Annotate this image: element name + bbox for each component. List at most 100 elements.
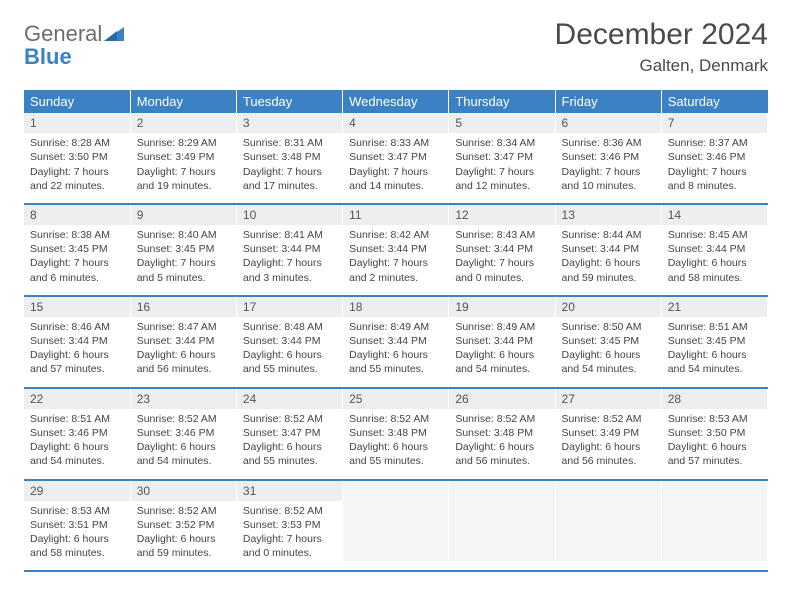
day-number: 14 <box>662 205 767 225</box>
daylight-text: Daylight: 6 hours and 58 minutes. <box>668 256 761 284</box>
sunset-text: Sunset: 3:50 PM <box>30 150 124 164</box>
sunset-text: Sunset: 3:49 PM <box>562 426 655 440</box>
daylight-text: Daylight: 7 hours and 0 minutes. <box>455 256 548 284</box>
day-content: Sunrise: 8:34 AMSunset: 3:47 PMDaylight:… <box>449 133 554 203</box>
calendar-header-row: SundayMondayTuesdayWednesdayThursdayFrid… <box>24 90 768 113</box>
sunrise-text: Sunrise: 8:52 AM <box>137 504 230 518</box>
daylight-text: Daylight: 7 hours and 3 minutes. <box>243 256 336 284</box>
sunset-text: Sunset: 3:53 PM <box>243 518 336 532</box>
day-content: Sunrise: 8:40 AMSunset: 3:45 PMDaylight:… <box>131 225 236 295</box>
calendar-cell: 6Sunrise: 8:36 AMSunset: 3:46 PMDaylight… <box>555 113 661 204</box>
day-content: Sunrise: 8:36 AMSunset: 3:46 PMDaylight:… <box>556 133 661 203</box>
day-number: 21 <box>662 297 767 317</box>
daylight-text: Daylight: 6 hours and 54 minutes. <box>562 348 655 376</box>
calendar-cell: 15Sunrise: 8:46 AMSunset: 3:44 PMDayligh… <box>24 296 130 388</box>
calendar-cell <box>449 480 555 572</box>
weekday-header: Sunday <box>24 90 130 113</box>
calendar-cell: 17Sunrise: 8:48 AMSunset: 3:44 PMDayligh… <box>236 296 342 388</box>
calendar-cell: 20Sunrise: 8:50 AMSunset: 3:45 PMDayligh… <box>555 296 661 388</box>
day-content: Sunrise: 8:50 AMSunset: 3:45 PMDaylight:… <box>556 317 661 387</box>
day-content: Sunrise: 8:38 AMSunset: 3:45 PMDaylight:… <box>24 225 130 295</box>
day-number: 31 <box>237 481 342 501</box>
day-content-empty <box>343 501 448 561</box>
calendar-cell: 31Sunrise: 8:52 AMSunset: 3:53 PMDayligh… <box>236 480 342 572</box>
calendar-cell: 4Sunrise: 8:33 AMSunset: 3:47 PMDaylight… <box>343 113 449 204</box>
day-number-empty <box>343 481 448 501</box>
sunrise-text: Sunrise: 8:38 AM <box>30 228 124 242</box>
sunrise-text: Sunrise: 8:43 AM <box>455 228 548 242</box>
sunrise-text: Sunrise: 8:29 AM <box>137 136 230 150</box>
calendar-table: SundayMondayTuesdayWednesdayThursdayFrid… <box>24 90 768 572</box>
day-content: Sunrise: 8:29 AMSunset: 3:49 PMDaylight:… <box>131 133 236 203</box>
day-number: 4 <box>343 113 448 133</box>
sunset-text: Sunset: 3:44 PM <box>455 334 548 348</box>
sunset-text: Sunset: 3:46 PM <box>562 150 655 164</box>
day-number: 29 <box>24 481 130 501</box>
daylight-text: Daylight: 6 hours and 56 minutes. <box>562 440 655 468</box>
day-content: Sunrise: 8:45 AMSunset: 3:44 PMDaylight:… <box>662 225 767 295</box>
daylight-text: Daylight: 7 hours and 22 minutes. <box>30 165 124 193</box>
daylight-text: Daylight: 6 hours and 54 minutes. <box>455 348 548 376</box>
daylight-text: Daylight: 7 hours and 6 minutes. <box>30 256 124 284</box>
sunset-text: Sunset: 3:44 PM <box>455 242 548 256</box>
weekday-header: Friday <box>555 90 661 113</box>
weekday-header: Saturday <box>661 90 767 113</box>
daylight-text: Daylight: 6 hours and 56 minutes. <box>455 440 548 468</box>
day-content: Sunrise: 8:42 AMSunset: 3:44 PMDaylight:… <box>343 225 448 295</box>
sunset-text: Sunset: 3:50 PM <box>668 426 761 440</box>
day-number-empty <box>449 481 554 501</box>
daylight-text: Daylight: 6 hours and 57 minutes. <box>30 348 124 376</box>
sunrise-text: Sunrise: 8:53 AM <box>668 412 761 426</box>
daylight-text: Daylight: 6 hours and 55 minutes. <box>349 440 442 468</box>
sunset-text: Sunset: 3:46 PM <box>30 426 124 440</box>
sunset-text: Sunset: 3:47 PM <box>349 150 442 164</box>
calendar-cell <box>343 480 449 572</box>
sunrise-text: Sunrise: 8:45 AM <box>668 228 761 242</box>
sunset-text: Sunset: 3:52 PM <box>137 518 230 532</box>
sunrise-text: Sunrise: 8:47 AM <box>137 320 230 334</box>
daylight-text: Daylight: 6 hours and 59 minutes. <box>137 532 230 560</box>
daylight-text: Daylight: 7 hours and 0 minutes. <box>243 532 336 560</box>
daylight-text: Daylight: 6 hours and 55 minutes. <box>243 440 336 468</box>
day-content: Sunrise: 8:52 AMSunset: 3:52 PMDaylight:… <box>131 501 236 571</box>
day-content: Sunrise: 8:33 AMSunset: 3:47 PMDaylight:… <box>343 133 448 203</box>
day-content: Sunrise: 8:37 AMSunset: 3:46 PMDaylight:… <box>662 133 767 203</box>
daylight-text: Daylight: 6 hours and 54 minutes. <box>668 348 761 376</box>
calendar-cell <box>555 480 661 572</box>
day-content: Sunrise: 8:52 AMSunset: 3:49 PMDaylight:… <box>556 409 661 479</box>
sunset-text: Sunset: 3:46 PM <box>668 150 761 164</box>
sunrise-text: Sunrise: 8:46 AM <box>30 320 124 334</box>
day-number: 12 <box>449 205 554 225</box>
calendar-cell: 16Sunrise: 8:47 AMSunset: 3:44 PMDayligh… <box>130 296 236 388</box>
day-content: Sunrise: 8:49 AMSunset: 3:44 PMDaylight:… <box>343 317 448 387</box>
sunrise-text: Sunrise: 8:34 AM <box>455 136 548 150</box>
calendar-cell: 3Sunrise: 8:31 AMSunset: 3:48 PMDaylight… <box>236 113 342 204</box>
day-content: Sunrise: 8:52 AMSunset: 3:48 PMDaylight:… <box>449 409 554 479</box>
daylight-text: Daylight: 6 hours and 54 minutes. <box>137 440 230 468</box>
sunrise-text: Sunrise: 8:52 AM <box>349 412 442 426</box>
sunrise-text: Sunrise: 8:31 AM <box>243 136 336 150</box>
logo-triangle-icon <box>104 21 124 46</box>
sunrise-text: Sunrise: 8:37 AM <box>668 136 761 150</box>
day-content: Sunrise: 8:46 AMSunset: 3:44 PMDaylight:… <box>24 317 130 387</box>
calendar-week-row: 22Sunrise: 8:51 AMSunset: 3:46 PMDayligh… <box>24 388 768 480</box>
logo-text: General Blue <box>24 22 124 68</box>
day-number: 16 <box>131 297 236 317</box>
calendar-cell: 8Sunrise: 8:38 AMSunset: 3:45 PMDaylight… <box>24 204 130 296</box>
daylight-text: Daylight: 7 hours and 5 minutes. <box>137 256 230 284</box>
day-number: 22 <box>24 389 130 409</box>
calendar-cell: 25Sunrise: 8:52 AMSunset: 3:48 PMDayligh… <box>343 388 449 480</box>
day-content: Sunrise: 8:49 AMSunset: 3:44 PMDaylight:… <box>449 317 554 387</box>
calendar-cell: 11Sunrise: 8:42 AMSunset: 3:44 PMDayligh… <box>343 204 449 296</box>
calendar-cell: 7Sunrise: 8:37 AMSunset: 3:46 PMDaylight… <box>661 113 767 204</box>
day-number: 6 <box>556 113 661 133</box>
day-number: 28 <box>662 389 767 409</box>
calendar-cell: 1Sunrise: 8:28 AMSunset: 3:50 PMDaylight… <box>24 113 130 204</box>
sunrise-text: Sunrise: 8:33 AM <box>349 136 442 150</box>
daylight-text: Daylight: 7 hours and 14 minutes. <box>349 165 442 193</box>
calendar-cell: 18Sunrise: 8:49 AMSunset: 3:44 PMDayligh… <box>343 296 449 388</box>
sunset-text: Sunset: 3:51 PM <box>30 518 124 532</box>
day-content-empty <box>662 501 767 561</box>
sunset-text: Sunset: 3:44 PM <box>349 242 442 256</box>
sunset-text: Sunset: 3:44 PM <box>243 334 336 348</box>
